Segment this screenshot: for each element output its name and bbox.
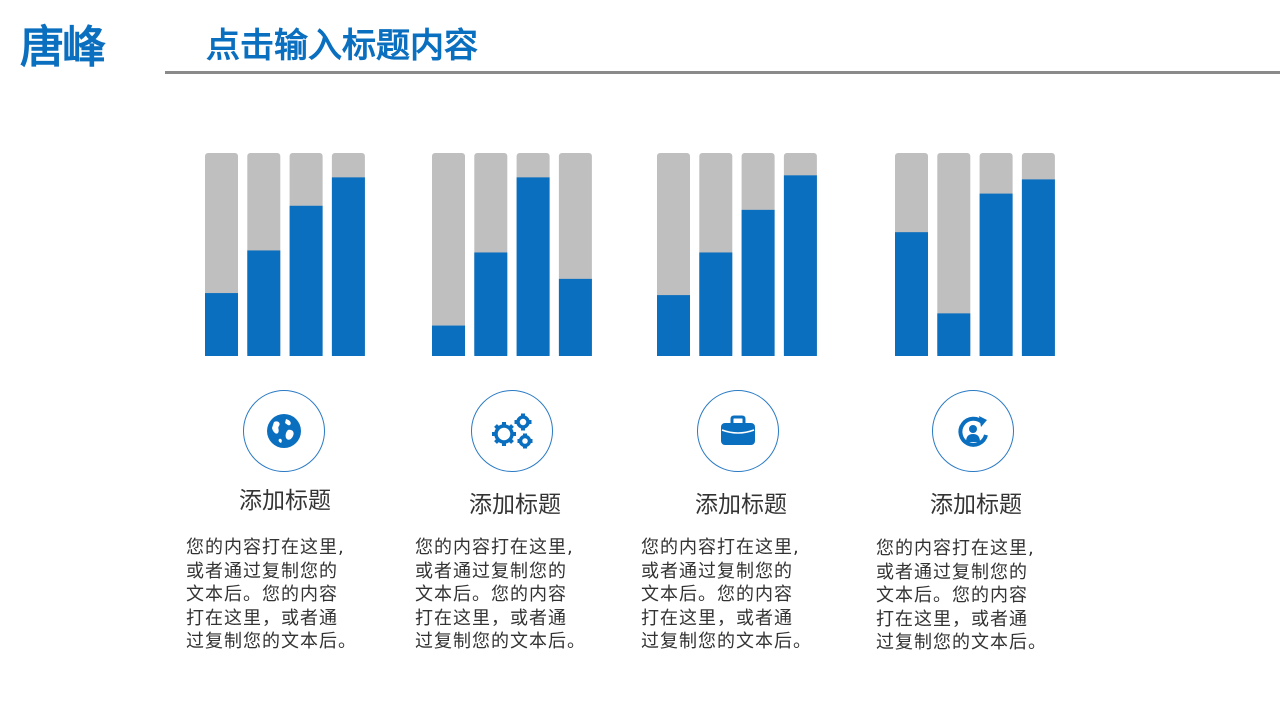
card-body-line: 打在这里，或者通 [186,607,338,629]
card-body-line: 您的内容打在这里, [186,537,345,558]
bar [516,177,550,356]
card-body-line: 打在这里，或者通 [415,607,567,629]
gears-icon-badge [471,390,553,472]
card-body-line: 文本后。您的内容 [415,584,567,605]
briefcase-icon [721,415,755,445]
card-body: 您的内容打在这里, 或者通过复制您的 文本后。您的内容 打在这里，或者通 过复制… [186,536,382,654]
bar [558,278,592,356]
bar [741,209,775,356]
card-body-line: 过复制您的文本后。 [641,631,812,652]
card-body-line: 或者通过复制您的 [415,560,567,582]
person-refresh-icon-badge [932,390,1014,472]
card-body-line: 文本后。您的内容 [876,585,1028,606]
card-body-line: 您的内容打在这里, [415,537,574,558]
bar-track [937,153,971,356]
globe-icon [267,414,301,448]
card-body-line: 文本后。您的内容 [641,584,793,605]
bar [699,252,733,356]
bar [895,232,928,356]
globe-icon-badge [243,390,325,472]
card-body: 您的内容打在这里, 或者通过复制您的 文本后。您的内容 打在这里，或者通 过复制… [876,537,1072,655]
card-body-line: 文本后。您的内容 [186,584,338,605]
card-body-line: 打在这里，或者通 [876,608,1028,630]
card-body-line: 或者通过复制您的 [876,561,1028,583]
bar-track [432,153,465,356]
bar [1021,179,1055,356]
bar [657,295,690,356]
card-title: 添加标题 [695,492,787,518]
bar [783,175,817,356]
bar [289,205,323,356]
card-body-line: 或者通过复制您的 [641,560,793,582]
card-body-line: 或者通过复制您的 [186,560,338,582]
card-body-line: 您的内容打在这里, [641,537,800,558]
card-title: 添加标题 [469,492,561,518]
bar [474,252,508,356]
card-body-line: 打在这里，或者通 [641,607,793,629]
gears-icon [492,413,533,449]
briefcase-icon-badge [697,390,779,472]
card-title: 添加标题 [239,488,331,514]
bar [205,293,238,356]
card-body-line: 过复制您的文本后。 [876,632,1047,653]
card-title: 添加标题 [930,492,1022,518]
bar-charts [205,153,1055,356]
card-body-line: 过复制您的文本后。 [186,631,357,652]
person-refresh-icon [958,416,988,447]
bar [247,250,281,356]
bar [979,193,1013,356]
logo: 唐峰 [20,22,106,73]
card-body: 您的内容打在这里, 或者通过复制您的 文本后。您的内容 打在这里，或者通 过复制… [415,536,611,654]
card-body-line: 过复制您的文本后。 [415,631,586,652]
bar [937,313,971,356]
bar [331,177,365,356]
title-divider [165,71,1280,74]
bar [432,325,465,356]
card-body: 您的内容打在这里, 或者通过复制您的 文本后。您的内容 打在这里，或者通 过复制… [641,536,837,654]
card-body-line: 您的内容打在这里, [876,538,1035,559]
page-title: 点击输入标题内容 [206,26,478,66]
